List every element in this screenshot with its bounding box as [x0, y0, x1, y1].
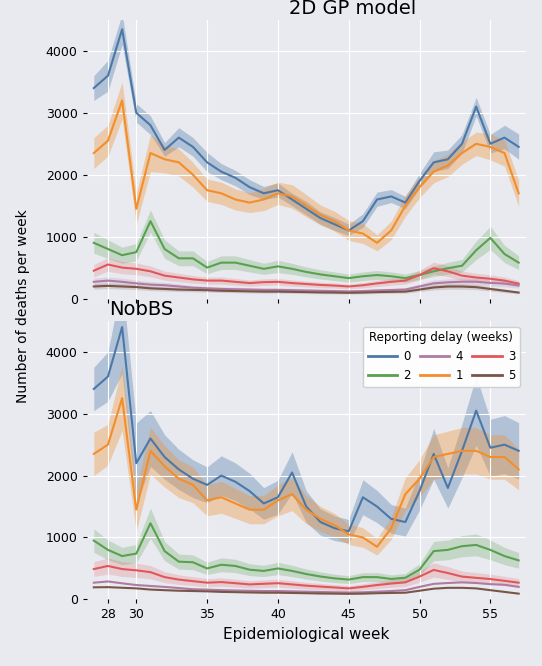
Text: Number of deaths per week: Number of deaths per week — [16, 210, 30, 403]
X-axis label: Epidemiological week: Epidemiological week — [223, 627, 389, 642]
Legend: 0, 2, 4, 1, 3, 5: 0, 2, 4, 1, 3, 5 — [363, 327, 520, 387]
Text: NobBS: NobBS — [108, 300, 173, 319]
Text: 2D GP model: 2D GP model — [289, 0, 416, 19]
